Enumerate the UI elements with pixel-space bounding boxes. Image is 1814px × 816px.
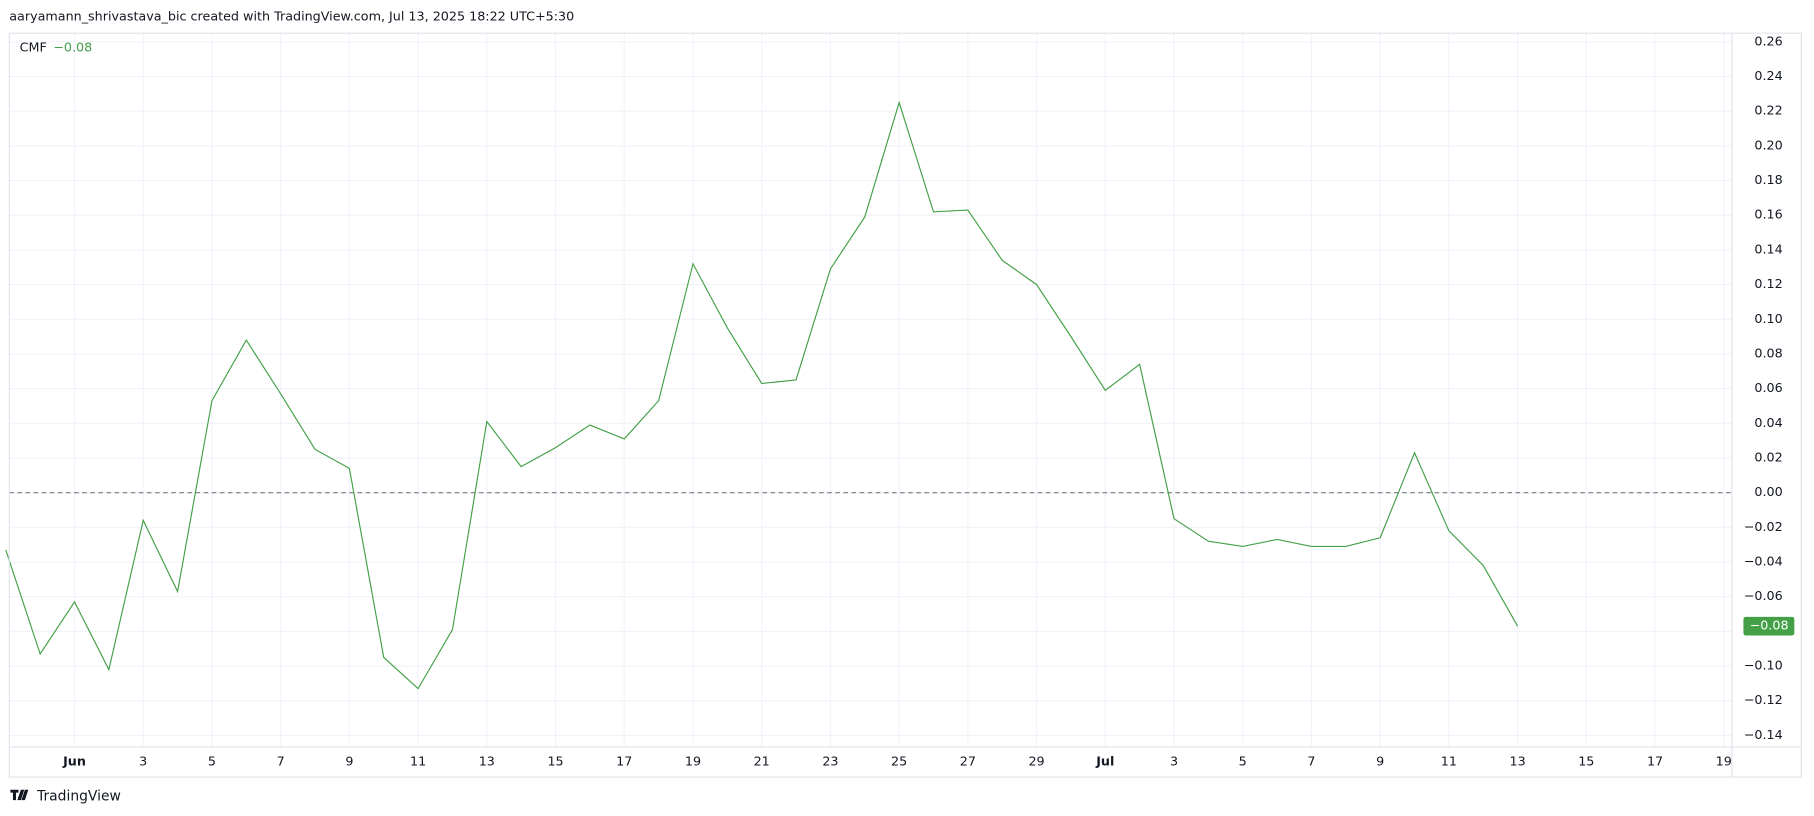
logo-text: TradingView bbox=[36, 789, 121, 805]
x-tick-label: 25 bbox=[891, 754, 907, 769]
x-tick-label: 27 bbox=[960, 754, 976, 769]
y-tick-label: 0.24 bbox=[1754, 68, 1782, 83]
y-tick-label: 0.14 bbox=[1754, 241, 1782, 256]
y-tick-label: −0.04 bbox=[1744, 554, 1783, 569]
x-tick-label: 29 bbox=[1028, 754, 1044, 769]
x-tick-label: 5 bbox=[208, 754, 216, 769]
x-tick-label: 13 bbox=[1510, 754, 1526, 769]
cmf-line bbox=[5, 100, 1519, 690]
x-tick-label: 3 bbox=[1170, 754, 1178, 769]
y-tick-label: 0.16 bbox=[1754, 207, 1782, 222]
y-tick-label: −0.12 bbox=[1744, 692, 1783, 707]
y-tick-label: 0.10 bbox=[1754, 311, 1782, 326]
x-tick-label: Jun bbox=[62, 754, 86, 769]
x-tick-label: 5 bbox=[1239, 754, 1247, 769]
y-tick-label: 0.12 bbox=[1754, 276, 1782, 291]
logo-mark bbox=[10, 789, 29, 801]
legend-name: CMF bbox=[20, 40, 47, 55]
x-tick-label: 17 bbox=[1647, 754, 1663, 769]
y-tick-label: 0.08 bbox=[1754, 345, 1782, 360]
y-tick-label: 0.04 bbox=[1754, 415, 1782, 430]
x-tick-label: 7 bbox=[277, 754, 285, 769]
x-tick-label: 11 bbox=[1441, 754, 1457, 769]
x-tick-label: 13 bbox=[479, 754, 495, 769]
y-tick-label: −0.14 bbox=[1744, 727, 1783, 742]
legend-value: −0.08 bbox=[53, 40, 92, 55]
y-tick-label: 0.22 bbox=[1754, 103, 1782, 118]
y-tick-label: −0.10 bbox=[1744, 658, 1783, 673]
y-tick-label: −0.02 bbox=[1744, 519, 1783, 534]
x-tick-label: Jul bbox=[1095, 754, 1114, 769]
y-tick-label: 0.18 bbox=[1754, 172, 1782, 187]
y-tick-label: −0.06 bbox=[1744, 588, 1783, 603]
y-tick-label: 0.20 bbox=[1754, 137, 1782, 152]
x-tick-label: 3 bbox=[139, 754, 147, 769]
plot-area bbox=[5, 33, 1732, 747]
x-tick-label: 19 bbox=[1716, 754, 1732, 769]
x-tick-label: 17 bbox=[616, 754, 632, 769]
x-tick-label: 7 bbox=[1307, 754, 1315, 769]
last-value-label: −0.08 bbox=[1750, 618, 1789, 633]
x-tick-label: 9 bbox=[345, 754, 353, 769]
y-tick-label: 0.00 bbox=[1754, 484, 1782, 499]
x-tick-label: 23 bbox=[822, 754, 838, 769]
x-tick-label: 19 bbox=[685, 754, 701, 769]
x-tick-label: 15 bbox=[1578, 754, 1594, 769]
y-tick-label: 0.02 bbox=[1754, 449, 1782, 464]
x-tick-label: 11 bbox=[410, 754, 426, 769]
x-tick-label: 21 bbox=[754, 754, 770, 769]
chart-frame bbox=[8, 32, 1802, 778]
attribution: aaryamann_shrivastava_bic created with T… bbox=[9, 8, 574, 23]
x-tick-label: 15 bbox=[547, 754, 563, 769]
y-tick-label: 0.26 bbox=[1754, 33, 1782, 48]
y-tick-label: 0.06 bbox=[1754, 380, 1782, 395]
x-tick-label: 9 bbox=[1376, 754, 1384, 769]
logo: TradingView bbox=[10, 789, 121, 805]
last-value-badge bbox=[1743, 616, 1795, 636]
